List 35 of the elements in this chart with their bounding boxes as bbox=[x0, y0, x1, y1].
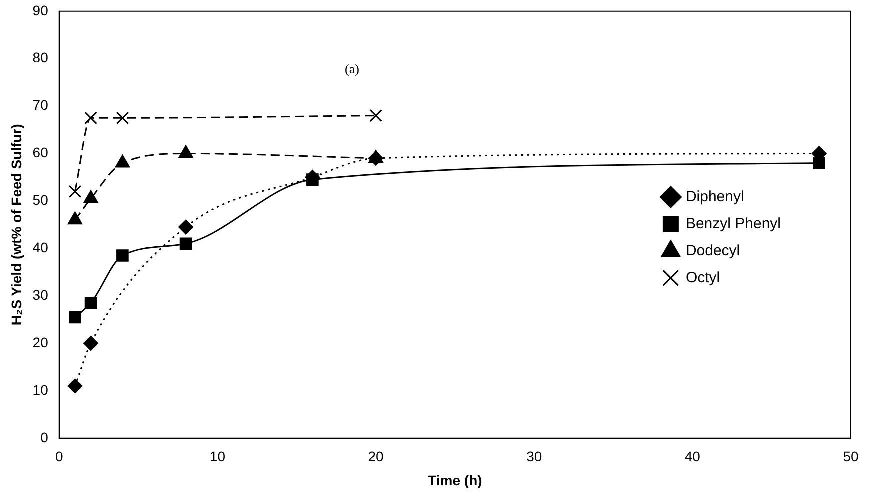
point bbox=[116, 112, 130, 125]
x-tick-label: 50 bbox=[843, 448, 859, 465]
x-tick-label: 40 bbox=[684, 448, 701, 465]
legend-label: Dodecyl bbox=[686, 242, 740, 260]
x-tick-label: 0 bbox=[55, 448, 64, 465]
y-tick-label: 20 bbox=[32, 334, 49, 350]
point bbox=[180, 238, 192, 250]
point bbox=[68, 378, 83, 394]
point bbox=[368, 150, 384, 166]
point bbox=[84, 112, 98, 125]
legend-label: Benzyl Phenyl bbox=[686, 215, 782, 232]
y-tick-label: 30 bbox=[32, 286, 49, 303]
point bbox=[84, 336, 99, 352]
point bbox=[68, 185, 82, 198]
x-tick-label: 20 bbox=[368, 448, 384, 465]
legend-label: Octyl bbox=[686, 269, 720, 286]
point bbox=[84, 297, 98, 310]
x-axis-title: Time (h) bbox=[428, 472, 482, 488]
y-tick-label: 90 bbox=[32, 2, 49, 18]
x-tick-label: 10 bbox=[210, 448, 226, 465]
y-tick-label: 70 bbox=[32, 97, 49, 114]
y-tick-label: 40 bbox=[32, 239, 49, 256]
legend-label: Diphenyl bbox=[686, 188, 744, 206]
y-tick-label: 0 bbox=[40, 429, 49, 446]
point bbox=[69, 311, 82, 324]
point bbox=[116, 250, 129, 262]
point bbox=[178, 220, 194, 235]
y-axis-title: H₂S Yield (wt% of Feed Sulfur) bbox=[8, 124, 24, 326]
y-tick-label: 80 bbox=[32, 50, 49, 66]
y-tick-label: 50 bbox=[32, 192, 49, 208]
y-tick-label: 10 bbox=[32, 382, 49, 398]
x-tick-label: 30 bbox=[526, 448, 542, 465]
y-tick-label: 60 bbox=[32, 144, 49, 161]
point bbox=[370, 109, 382, 122]
annotation: (a) bbox=[345, 61, 360, 76]
